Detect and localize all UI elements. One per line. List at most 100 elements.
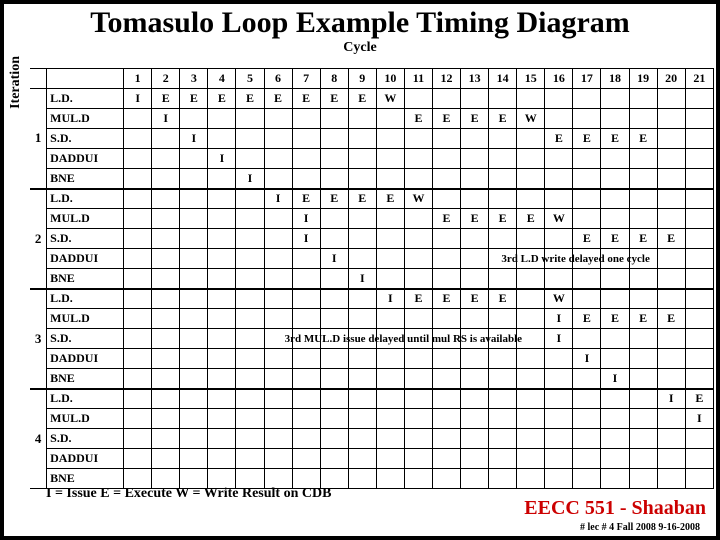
cell [489, 309, 517, 329]
cell [264, 369, 292, 389]
cell [236, 229, 264, 249]
instr-label: S.D. [47, 129, 124, 149]
cell [545, 449, 573, 469]
cell [545, 369, 573, 389]
cell [124, 429, 152, 449]
instr-label: DADDUI [47, 349, 124, 369]
footer-meta: # lec # 4 Fall 2008 9-16-2008 [580, 522, 700, 533]
cell [657, 269, 685, 289]
cell: E [629, 309, 657, 329]
cell [545, 429, 573, 449]
table-row: DADDUII [30, 149, 714, 169]
cell [180, 169, 208, 189]
cell [657, 189, 685, 209]
cell [432, 349, 460, 369]
cell [573, 109, 601, 129]
cell: I [208, 149, 236, 169]
cell [573, 389, 601, 409]
cell [404, 409, 432, 429]
cell: I [573, 349, 601, 369]
cell [348, 229, 376, 249]
cell [292, 129, 320, 149]
cell [432, 249, 460, 269]
cell [124, 309, 152, 329]
table-row: MUL.DIEEEE [30, 309, 714, 329]
cell: E [292, 89, 320, 109]
cell [461, 389, 489, 409]
cell [236, 389, 264, 409]
cell [208, 349, 236, 369]
cell [152, 229, 180, 249]
cell: E [432, 109, 460, 129]
cell [264, 209, 292, 229]
cell [208, 449, 236, 469]
hdr-c16: 16 [545, 69, 573, 89]
cell [657, 369, 685, 389]
cell [657, 449, 685, 469]
hdr-c14: 14 [489, 69, 517, 89]
cell: E [264, 89, 292, 109]
cell [348, 249, 376, 269]
cell [489, 149, 517, 169]
cell: E [320, 89, 348, 109]
cell [236, 129, 264, 149]
table-row: BNEI [30, 369, 714, 389]
cell [236, 289, 264, 309]
iter-label: 4 [30, 389, 47, 489]
cell [629, 469, 657, 489]
cell: W [517, 109, 545, 129]
cell [601, 329, 629, 349]
cell [573, 169, 601, 189]
instr-label: S.D. [47, 429, 124, 449]
cell [489, 229, 517, 249]
cell [264, 429, 292, 449]
cell [124, 209, 152, 229]
cell [461, 189, 489, 209]
cell [208, 409, 236, 429]
cell [236, 189, 264, 209]
cell [124, 149, 152, 169]
instr-label: DADDUI [47, 449, 124, 469]
cell [264, 389, 292, 409]
cell [180, 289, 208, 309]
cell [685, 429, 713, 449]
cell [517, 149, 545, 169]
cell: E [376, 189, 404, 209]
cell [376, 449, 404, 469]
cell [404, 429, 432, 449]
table-row: S.D. [30, 429, 714, 449]
cell: I [292, 229, 320, 249]
cell [685, 189, 713, 209]
cell [573, 269, 601, 289]
cell: E [629, 229, 657, 249]
cell [292, 109, 320, 129]
cell [629, 269, 657, 289]
hdr-c9: 9 [348, 69, 376, 89]
cell [404, 169, 432, 189]
cell: I [152, 109, 180, 129]
cell [376, 309, 404, 329]
cell [348, 349, 376, 369]
cell [489, 349, 517, 369]
cell [517, 269, 545, 289]
cell [208, 209, 236, 229]
cell: E [601, 309, 629, 329]
cell [124, 449, 152, 469]
cell [264, 449, 292, 469]
hdr-c21: 21 [685, 69, 713, 89]
cell [320, 289, 348, 309]
cell [601, 189, 629, 209]
cell [124, 249, 152, 269]
cell [432, 369, 460, 389]
cell [180, 329, 208, 349]
cell [545, 349, 573, 369]
instr-label: BNE [47, 369, 124, 389]
cell [601, 169, 629, 189]
legend: I = Issue E = Execute W = Write Result o… [46, 486, 331, 502]
cell: E [404, 109, 432, 129]
cell [657, 409, 685, 429]
cell [208, 229, 236, 249]
cell [432, 429, 460, 449]
cell [404, 229, 432, 249]
cell: I [124, 89, 152, 109]
